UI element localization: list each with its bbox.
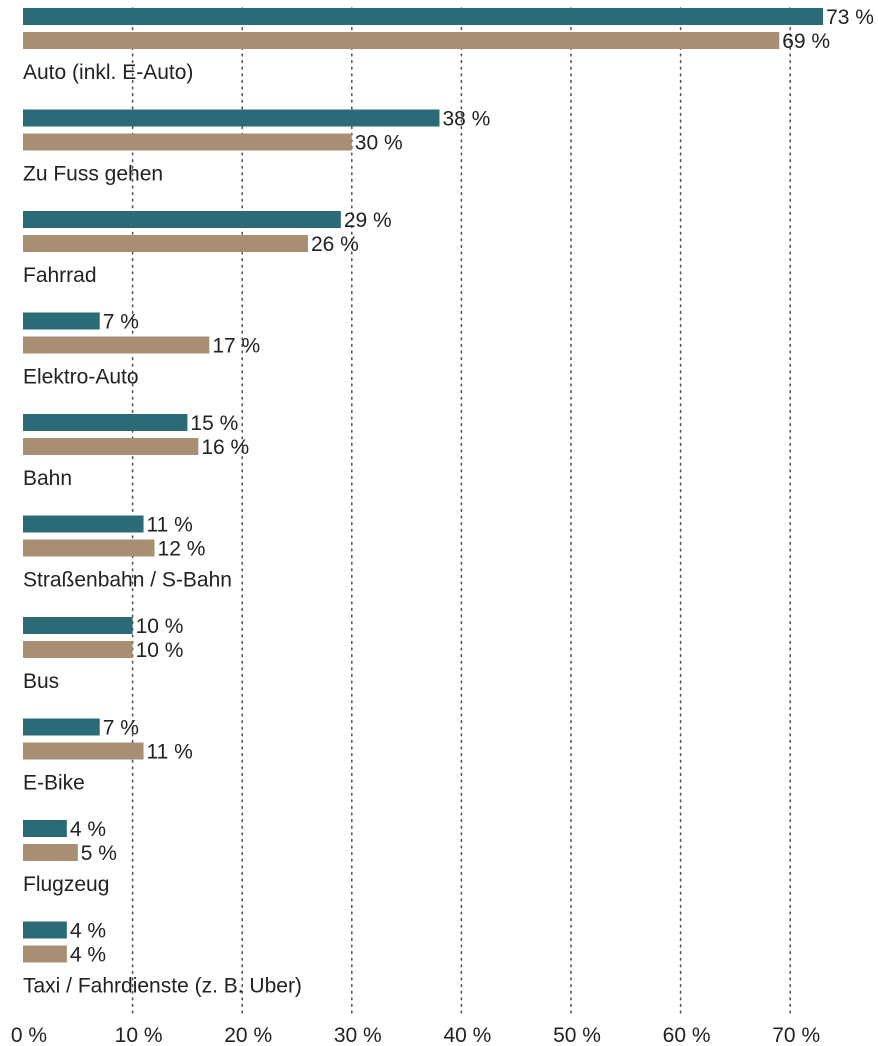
value-label-a-9: 4 % bbox=[70, 920, 106, 943]
x-tick-label-40: 40 % bbox=[443, 1024, 491, 1046]
value-label-b-5: 12 % bbox=[158, 538, 206, 561]
x-tick-label-0: 0 % bbox=[11, 1024, 47, 1046]
value-label-b-4: 16 % bbox=[201, 436, 249, 459]
bar-a-9 bbox=[23, 921, 67, 939]
category-label-6: Bus bbox=[23, 670, 59, 693]
bar-b-3 bbox=[23, 336, 210, 354]
category-label-4: Bahn bbox=[23, 467, 72, 490]
bar-b-1 bbox=[23, 133, 352, 151]
value-labels: 73 %69 % 38 % 30 % 29 %26 % 7 % 17 % 15 %16 % 1… bbox=[70, 6, 874, 967]
value-label-a-7: 7 % bbox=[103, 717, 139, 740]
category-label-1: Zu Fuss gehen bbox=[23, 163, 163, 186]
value-label-b-1: 30 % bbox=[355, 132, 403, 155]
value-label-b-0: 69 % bbox=[782, 30, 830, 53]
x-tick-label-10: 10 % bbox=[115, 1024, 163, 1046]
x-tick-label-20: 20 % bbox=[224, 1024, 272, 1046]
x-axis-ticks: 0 % 10 % 20 % 30 % 40 % 50 % 60 % 70 % bbox=[11, 1024, 820, 1046]
value-label-b-6: 10 % bbox=[136, 639, 184, 662]
bar-b-4 bbox=[23, 438, 199, 455]
bar-a-4 bbox=[23, 414, 188, 431]
bar-b-0 bbox=[23, 32, 780, 49]
x-tick-label-70: 70 % bbox=[772, 1024, 820, 1046]
category-label-2: Fahrrad bbox=[23, 264, 97, 287]
category-labels: Auto (inkl. E-Auto) Zu Fuss gehen Fahrrad E… bbox=[23, 61, 302, 998]
bar-a-3 bbox=[23, 312, 100, 330]
value-label-a-8: 4 % bbox=[70, 818, 106, 841]
value-label-a-6: 10 % bbox=[136, 615, 184, 638]
bar-a-5 bbox=[23, 515, 144, 533]
value-label-a-0: 73 % bbox=[826, 6, 874, 29]
value-label-a-2: 29 % bbox=[344, 209, 392, 232]
bar-a-6 bbox=[23, 617, 133, 634]
bar-b-7 bbox=[23, 742, 144, 760]
bar-b-6 bbox=[23, 641, 133, 658]
value-label-a-3: 7 % bbox=[103, 311, 139, 334]
bar-a-8 bbox=[23, 820, 67, 837]
value-label-b-8: 5 % bbox=[81, 842, 117, 865]
category-label-8: Flugzeug bbox=[23, 873, 109, 896]
bar-b-9 bbox=[23, 945, 67, 963]
bar-a-1 bbox=[23, 109, 440, 127]
bars bbox=[23, 8, 824, 963]
bar-b-8 bbox=[23, 844, 78, 861]
category-label-5: Straßenbahn / S-Bahn bbox=[23, 569, 232, 592]
value-label-b-9: 4 % bbox=[70, 944, 106, 967]
value-label-a-5: 11 % bbox=[147, 514, 193, 537]
value-label-a-1: 38 % bbox=[442, 108, 490, 131]
grid-lines bbox=[131, 7, 792, 1017]
bar-b-2 bbox=[23, 235, 308, 252]
value-label-b-7: 11 % bbox=[147, 741, 193, 764]
value-label-a-4: 15 % bbox=[190, 412, 238, 435]
category-label-0: Auto (inkl. E-Auto) bbox=[23, 61, 193, 84]
x-tick-label-60: 60 % bbox=[663, 1024, 711, 1046]
x-tick-label-50: 50 % bbox=[553, 1024, 601, 1046]
category-label-3: Elektro-Auto bbox=[23, 366, 139, 389]
value-label-b-3: 17 % bbox=[212, 335, 260, 358]
bar-a-2 bbox=[23, 211, 341, 228]
category-label-7: E-Bike bbox=[23, 772, 85, 795]
x-tick-label-30: 30 % bbox=[334, 1024, 382, 1046]
value-label-b-2: 26 % bbox=[311, 233, 359, 256]
bar-a-7 bbox=[23, 718, 100, 736]
bar-b-5 bbox=[23, 539, 155, 557]
category-label-9: Taxi / Fahrdienste (z. B. Uber) bbox=[23, 975, 302, 998]
bar-a-0 bbox=[23, 8, 824, 25]
